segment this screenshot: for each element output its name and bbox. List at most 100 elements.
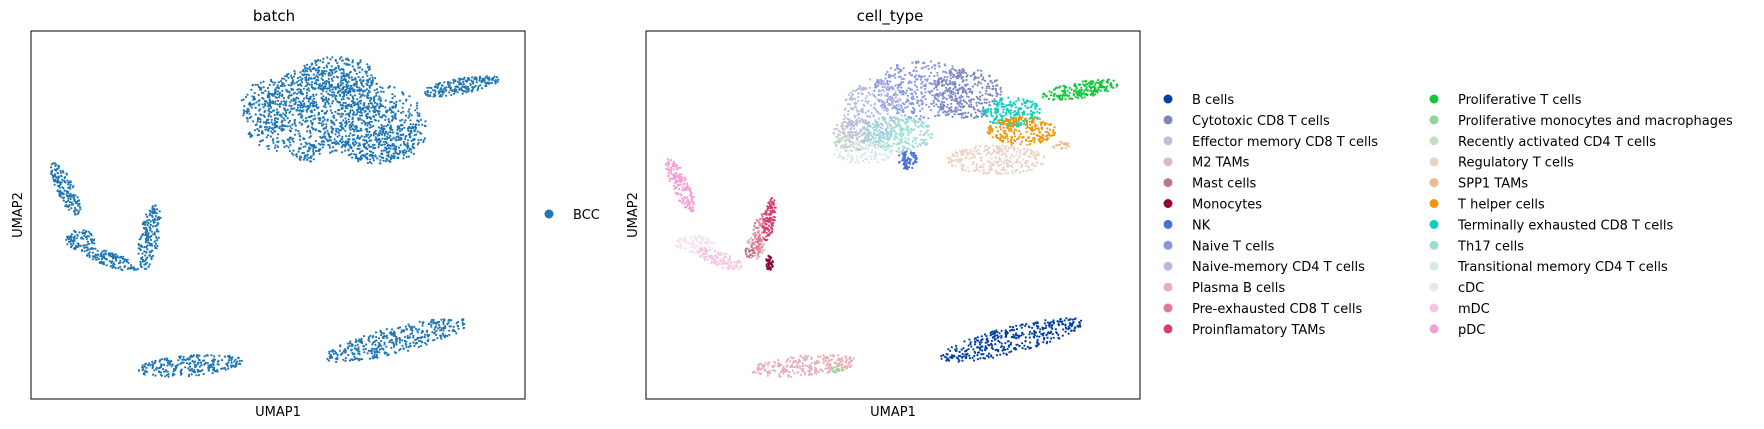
scatter-point xyxy=(350,125,353,128)
scatter-point xyxy=(336,112,339,115)
scatter-point xyxy=(329,139,332,142)
scatter-point xyxy=(250,88,253,91)
scatter-point xyxy=(288,137,291,140)
scatter-point xyxy=(146,215,149,218)
scatter-point xyxy=(362,85,365,88)
scatter-point xyxy=(940,101,944,104)
scatter-point xyxy=(879,142,882,146)
scatter-point xyxy=(372,124,375,128)
scatter-point xyxy=(276,93,279,96)
scatter-point xyxy=(358,151,361,155)
scatter-point xyxy=(879,112,882,115)
scatter-point xyxy=(369,158,372,161)
scatter-point xyxy=(879,134,882,137)
scatter-point xyxy=(1036,110,1039,113)
scatter-point xyxy=(307,74,310,77)
scatter-point xyxy=(277,90,280,93)
scatter-point xyxy=(366,117,369,120)
scatter-point xyxy=(307,150,310,153)
scatter-point xyxy=(251,95,254,98)
scatter-point xyxy=(167,375,170,378)
scatter-point xyxy=(853,114,856,117)
scatter-point xyxy=(914,124,917,127)
scatter-point xyxy=(981,102,984,105)
scatter-point xyxy=(370,106,373,109)
scatter-point xyxy=(297,79,300,82)
scatter-point xyxy=(913,146,916,149)
scatter-point xyxy=(68,194,71,197)
scatter-point xyxy=(973,75,977,78)
scatter-point xyxy=(321,78,325,82)
scatter-point xyxy=(890,103,893,106)
scatter-point xyxy=(926,78,929,81)
scatter-point xyxy=(270,106,273,109)
scatter-point xyxy=(884,77,887,80)
scatter-point xyxy=(73,235,76,238)
scatter-point xyxy=(1026,107,1029,110)
scatter-point xyxy=(852,107,855,110)
scatter-point xyxy=(74,212,77,215)
scatter-point xyxy=(900,86,903,89)
scatter-point xyxy=(464,86,467,89)
scatter-point xyxy=(898,151,901,154)
scatter-point xyxy=(350,105,353,109)
scatter-point xyxy=(361,76,364,79)
scatter-point xyxy=(329,135,332,138)
scatter-point xyxy=(396,132,399,135)
scatter-point xyxy=(968,99,971,102)
scatter-point xyxy=(398,326,402,329)
scatter-point xyxy=(969,74,973,78)
scatter-point xyxy=(886,142,889,145)
scatter-point xyxy=(403,126,406,129)
scatter-point xyxy=(958,68,961,72)
scatter-point xyxy=(308,136,311,139)
scatter-point xyxy=(255,123,258,126)
scatter-point xyxy=(312,147,315,150)
scatter-point xyxy=(377,337,381,340)
scatter-point xyxy=(267,113,271,116)
scatter-point xyxy=(267,144,270,148)
scatter-point xyxy=(855,130,858,133)
scatter-point xyxy=(260,87,263,90)
scatter-point xyxy=(413,125,417,129)
scatter-point xyxy=(359,136,362,139)
scatter-point xyxy=(887,103,890,107)
scatter-point xyxy=(976,115,980,119)
scatter-point xyxy=(909,149,912,152)
scatter-point xyxy=(260,91,264,94)
scatter-point xyxy=(74,206,77,210)
scatter-point xyxy=(894,90,897,93)
scatter-point xyxy=(287,76,290,79)
scatter-point xyxy=(296,106,299,109)
scatter-point xyxy=(94,247,97,250)
scatter-point xyxy=(420,331,423,334)
scatter-point xyxy=(247,110,250,113)
scatter-point xyxy=(282,77,286,80)
scatter-point xyxy=(201,368,204,372)
scatter-point xyxy=(265,122,268,125)
scatter-point xyxy=(859,119,862,123)
scatter-point xyxy=(240,359,243,362)
scatter-point xyxy=(345,88,348,91)
scatter-point xyxy=(874,102,877,105)
scatter-point xyxy=(376,91,379,94)
scatter-point xyxy=(384,118,387,122)
scatter-point xyxy=(337,142,340,146)
scatter-point xyxy=(271,100,274,103)
scatter-point xyxy=(68,240,71,243)
scatter-point xyxy=(865,157,868,160)
scatter-point xyxy=(473,77,476,80)
scatter-point xyxy=(284,104,288,107)
scatter-point xyxy=(65,172,68,175)
scatter-point xyxy=(423,333,426,336)
scatter-point xyxy=(851,136,855,139)
scatter-point xyxy=(374,113,377,116)
scatter-point xyxy=(50,163,53,166)
scatter-point xyxy=(287,121,290,124)
scatter-point xyxy=(899,108,902,111)
scatter-point xyxy=(107,253,110,256)
scatter-point xyxy=(344,125,347,128)
scatter-point xyxy=(954,83,957,86)
scatter-point xyxy=(145,234,148,237)
scatter-point xyxy=(408,114,411,117)
